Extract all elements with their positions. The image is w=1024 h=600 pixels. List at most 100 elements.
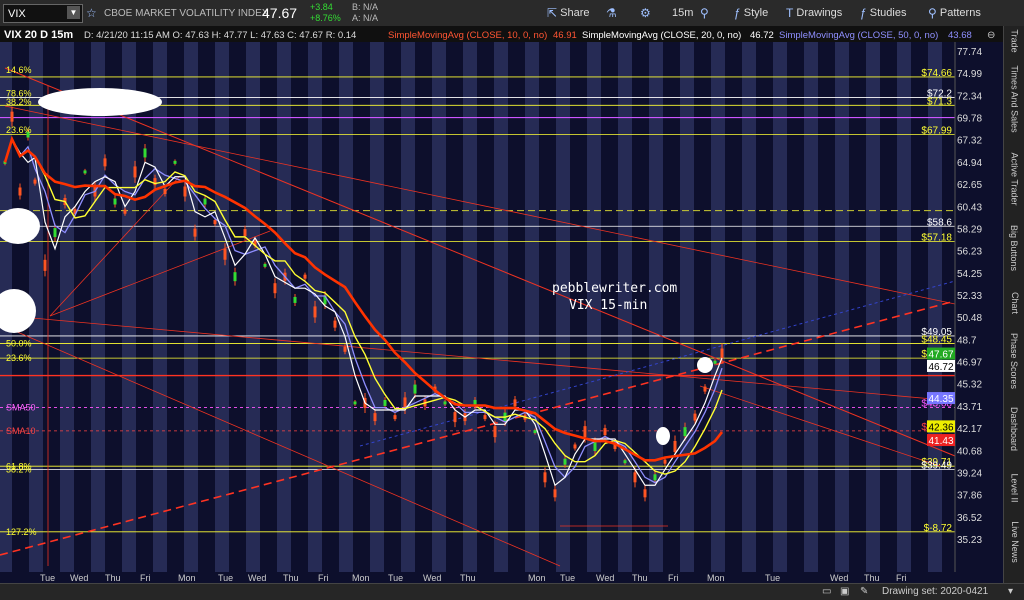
share-button[interactable]: ⇱ Share [547,0,589,26]
time-tick: Fri [140,573,151,583]
price-tick: 58.29 [957,225,982,236]
trend-line[interactable] [49,175,181,317]
candle-body [403,397,407,409]
chevron-down-icon[interactable]: ▼ [67,6,80,19]
level-label: $72.2 [927,89,952,100]
right-tab-active-trader[interactable]: Active Trader [1004,146,1024,212]
patterns-button[interactable]: ⚲ Patterns [928,0,981,26]
zoom-button[interactable]: ⚲ [700,0,709,26]
change-value: +3.84 [310,2,333,12]
drawings-button[interactable]: T Drawings [786,0,842,26]
sma50-value: 43.68 [948,30,972,41]
company-name: CBOE MARKET VOLATILITY INDEX [104,7,269,19]
change-percent: +8.76% [310,13,341,23]
yellow-ma-line[interactable] [4,137,723,475]
price-tick: 62.65 [957,180,982,191]
candle-body [213,220,217,225]
right-tab-chart[interactable]: Chart [1004,284,1024,322]
candle-body [453,412,457,423]
trend-line[interactable] [14,330,561,567]
sma20-line[interactable] [4,137,723,487]
camera-icon[interactable]: ▣ [840,586,850,597]
settings-button[interactable]: ⚙ [640,0,651,26]
time-tick: Thu [283,573,299,583]
right-tab-times-and-sales[interactable]: Times And Sales [1004,60,1024,138]
style-button[interactable]: ƒ Style [734,0,768,26]
ask-value: A: N/A [352,13,379,23]
annotation-oval[interactable] [656,427,670,445]
right-tab-phase-scores[interactable]: Phase Scores [1004,330,1024,392]
session-band [618,42,632,572]
session-band [680,42,694,572]
candle-body [653,474,657,481]
status-bar: ▭ ▣ ✎ Drawing set: 2020-0421 ▾ [0,583,1024,600]
candle-body [113,198,117,205]
style-label: Style [743,7,769,19]
candle-body [373,413,377,422]
right-tab-label: Active Trader [1009,152,1020,206]
right-tab-level-ii[interactable]: Level II [1004,466,1024,510]
price-tick: 37.86 [957,491,982,502]
candle-body [263,263,267,267]
candle-body [233,272,237,282]
symbol-selector[interactable]: VIX ▼ [3,4,83,23]
session-band [277,42,291,572]
price-tick: 40.68 [957,446,982,457]
studies-button[interactable]: ƒ Studies [860,0,906,26]
flask-button[interactable]: ⚗ [606,0,617,26]
candle-body [243,229,247,237]
right-tab-live-news[interactable]: Live News [1004,518,1024,566]
time-tick: Tue [40,573,55,583]
time-axis-bg [0,572,1003,583]
session-band [122,42,136,572]
price-tick: 50.48 [957,313,982,324]
annotation-oval[interactable] [0,208,40,244]
right-tab-dashboard[interactable]: Dashboard [1004,400,1024,458]
star-icon[interactable]: ☆ [86,6,97,20]
session-band [742,42,756,572]
price-tick: 43.71 [957,402,982,413]
chevron-down-icon[interactable]: ▾ [1008,586,1014,597]
trend-line[interactable] [699,385,941,467]
candle-body [633,472,637,483]
session-band [897,42,911,572]
trend-line[interactable] [9,315,956,402]
interval-label: 15m [672,7,694,19]
share-label: Share [560,7,590,19]
patterns-icon: ⚲ [928,6,937,20]
candle-body [343,346,347,352]
price-chart[interactable]: 14.6%78.6%38.2%23.6%50.0%23.6%SMA50SMA10… [0,26,1003,583]
price-tick: 48.7 [957,335,977,346]
time-tick: Mon [528,573,546,583]
price-tick: 74.99 [957,69,982,80]
candle-body [163,188,167,194]
trend-line[interactable] [4,105,956,305]
studies-label: Studies [869,7,907,19]
pencil-icon[interactable]: ✎ [860,586,869,597]
right-tab-big-buttons[interactable]: Big Buttons [1004,220,1024,276]
interval-button[interactable]: 15m [672,0,693,26]
sma50-study: SimpleMovingAvg (CLOSE, 50, 0, no) [779,30,938,41]
time-tick: Wed [70,573,88,583]
collapse-icon[interactable]: ⊖ [987,30,995,41]
sma10-line[interactable] [3,135,724,462]
time-tick: Thu [460,573,476,583]
candle-body [493,426,497,438]
right-tab-trade[interactable]: Trade [1004,29,1024,52]
annotation-oval[interactable] [38,88,162,116]
annotation-oval[interactable] [697,357,713,373]
time-tick: Wed [596,573,614,583]
annotation-oval[interactable] [0,289,36,333]
price-tag-bg [927,392,955,405]
level-label: $74.66 [921,68,952,79]
sma10-study: SimpleMovingAvg (CLOSE, 10, 0, no) [388,30,547,41]
trend-line[interactable] [4,67,956,457]
sma20-value: 46.72 [750,30,774,41]
layout-icon[interactable]: ▭ [822,586,832,597]
right-tab-label: Chart [1009,291,1020,315]
chart-area[interactable]: 14.6% 78.6% 38.2% 23.6% 50.0% 23.6% SMA50 SMA10… [0,26,1003,583]
time-tick: Thu [864,573,880,583]
trend-line[interactable] [359,280,956,447]
trend-line[interactable] [0,300,956,556]
session-band [215,42,229,572]
